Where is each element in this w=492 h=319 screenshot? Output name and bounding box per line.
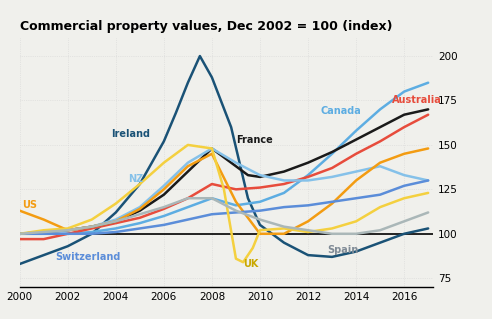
Text: Commercial property values, Dec 2002 = 100 (index): Commercial property values, Dec 2002 = 1… [20, 20, 392, 33]
Text: Ireland: Ireland [111, 129, 150, 139]
Text: UK: UK [243, 259, 258, 269]
Text: NZ: NZ [128, 174, 143, 184]
Text: Australia: Australia [392, 95, 442, 106]
Text: Canada: Canada [320, 106, 361, 116]
Text: France: France [236, 135, 273, 145]
Text: US: US [22, 200, 37, 210]
Text: Switzerland: Switzerland [56, 252, 121, 262]
Text: Spain: Spain [327, 245, 359, 255]
